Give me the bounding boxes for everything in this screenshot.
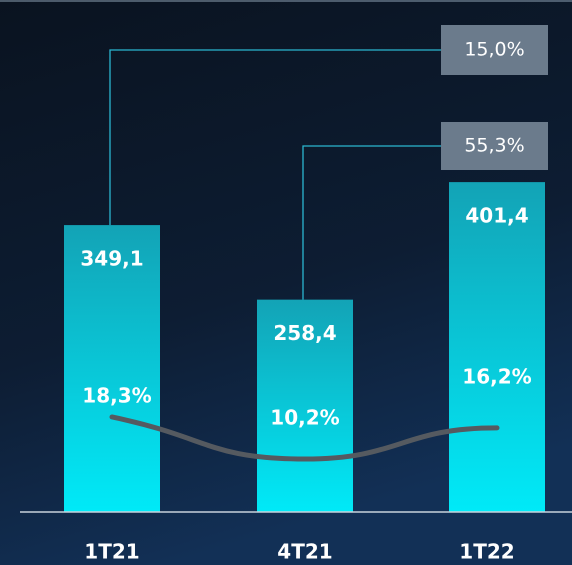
bar-value-label: 401,4 bbox=[465, 204, 528, 228]
x-tick-label: 1T21 bbox=[84, 540, 139, 564]
annotation-box bbox=[441, 25, 548, 75]
margin-line bbox=[109, 414, 500, 462]
connector bbox=[109, 49, 441, 226]
bar-value-label: 349,1 bbox=[80, 247, 143, 271]
line-value-label: 16,2% bbox=[462, 364, 531, 388]
x-tick-label: 1T22 bbox=[459, 540, 514, 564]
connector bbox=[302, 145, 441, 300]
annotation: 15,0% bbox=[464, 39, 524, 61]
bar bbox=[64, 225, 160, 513]
bar bbox=[449, 182, 545, 512]
line-value-label: 10,2% bbox=[270, 406, 339, 430]
line-value-label: 18,3% bbox=[82, 383, 151, 407]
bar bbox=[257, 299, 353, 512]
annotation-box bbox=[441, 122, 548, 170]
annotation: 55,3% bbox=[464, 135, 524, 157]
x-tick-label: 4T21 bbox=[277, 540, 332, 564]
bar-value-label: 258,4 bbox=[273, 321, 336, 345]
